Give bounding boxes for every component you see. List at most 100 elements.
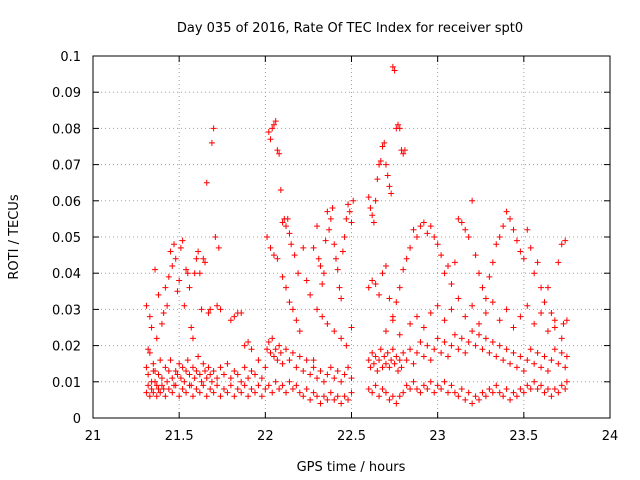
data-point: [152, 367, 159, 374]
data-point: [174, 371, 181, 378]
data-point: [389, 346, 396, 353]
data-point: [181, 378, 188, 385]
data-point: [231, 393, 238, 400]
data-point: [183, 389, 190, 396]
data-point: [276, 342, 283, 349]
data-point: [288, 241, 295, 248]
data-point: [455, 215, 462, 222]
data-point: [441, 317, 448, 324]
data-point: [534, 349, 541, 356]
data-point: [341, 393, 348, 400]
data-point: [413, 349, 420, 356]
data-point: [496, 317, 503, 324]
data-point: [186, 284, 193, 291]
data-point: [157, 357, 164, 364]
data-point: [150, 360, 157, 367]
data-point: [314, 306, 321, 313]
data-point: [434, 335, 441, 342]
data-point: [189, 335, 196, 342]
data-point: [382, 328, 389, 335]
data-point: [395, 367, 402, 374]
data-point: [367, 364, 374, 371]
data-point: [531, 320, 538, 327]
data-point: [365, 357, 372, 364]
data-point: [224, 389, 231, 396]
data-point: [524, 226, 531, 233]
data-point: [286, 230, 293, 237]
data-point: [441, 338, 448, 345]
data-point: [188, 324, 195, 331]
y-tick-label: 0.1: [60, 50, 81, 65]
data-point: [146, 393, 153, 400]
data-point: [393, 353, 400, 360]
data-point: [283, 284, 290, 291]
data-point: [189, 364, 196, 371]
data-point: [381, 139, 388, 146]
data-point: [531, 360, 538, 367]
data-point: [393, 400, 400, 407]
data-point: [152, 378, 159, 385]
data-point: [386, 183, 393, 190]
data-point: [551, 346, 558, 353]
data-point: [183, 266, 190, 273]
data-point: [479, 346, 486, 353]
data-point: [531, 378, 538, 385]
data-point: [458, 335, 465, 342]
data-point: [291, 252, 298, 259]
data-point: [348, 219, 355, 226]
data-point: [157, 389, 164, 396]
data-point: [517, 313, 524, 320]
data-point: [217, 393, 224, 400]
data-point: [370, 360, 377, 367]
data-point: [510, 389, 517, 396]
data-point: [524, 382, 531, 389]
data-point: [327, 364, 334, 371]
data-point: [238, 389, 245, 396]
data-point: [382, 360, 389, 367]
data-point: [410, 360, 417, 367]
data-points: [143, 63, 570, 407]
data-point: [314, 393, 321, 400]
data-point: [314, 375, 321, 382]
data-point: [462, 313, 469, 320]
data-point: [434, 302, 441, 309]
data-point: [248, 346, 255, 353]
data-point: [396, 357, 403, 364]
data-point: [320, 393, 327, 400]
data-point: [146, 313, 153, 320]
data-point: [367, 205, 374, 212]
data-point: [272, 378, 279, 385]
data-point: [146, 349, 153, 356]
data-point: [346, 208, 353, 215]
data-point: [315, 255, 322, 262]
data-point: [376, 393, 383, 400]
data-point: [176, 277, 183, 284]
data-point: [262, 364, 269, 371]
data-point: [382, 389, 389, 396]
data-point: [431, 346, 438, 353]
data-point: [496, 389, 503, 396]
data-point: [314, 223, 321, 230]
data-point: [227, 375, 234, 382]
data-point: [155, 371, 162, 378]
data-point: [455, 295, 462, 302]
data-point: [217, 306, 224, 313]
data-point: [517, 386, 524, 393]
data-point: [160, 310, 167, 317]
data-point: [212, 234, 219, 240]
y-tick-label: 0.06: [52, 195, 81, 210]
data-point: [286, 357, 293, 364]
data-point: [541, 353, 548, 360]
data-point: [334, 367, 341, 374]
data-point: [245, 338, 252, 345]
data-point: [510, 226, 517, 233]
data-point: [193, 367, 200, 374]
data-point: [198, 378, 205, 385]
data-point: [179, 364, 186, 371]
data-point: [186, 371, 193, 378]
data-point: [489, 259, 496, 266]
data-point: [293, 364, 300, 371]
data-point: [296, 353, 303, 360]
data-point: [245, 393, 252, 400]
